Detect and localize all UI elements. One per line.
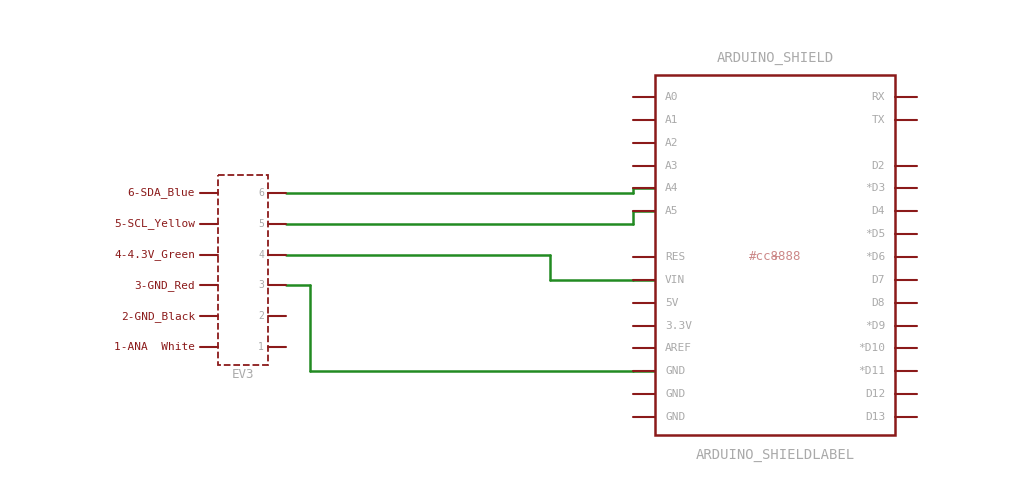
Text: 4: 4 <box>258 250 264 260</box>
Text: *D5: *D5 <box>864 229 885 239</box>
Text: 6: 6 <box>258 188 264 198</box>
Text: D8: D8 <box>871 298 885 308</box>
Text: 4-4.3V_Green: 4-4.3V_Green <box>114 249 195 260</box>
Text: 5: 5 <box>258 219 264 229</box>
Text: D13: D13 <box>864 412 885 422</box>
Text: D4: D4 <box>871 206 885 216</box>
Text: 1-ANA  White: 1-ANA White <box>114 342 195 352</box>
Text: A2: A2 <box>665 138 679 148</box>
Text: A0: A0 <box>665 92 679 102</box>
Text: 3: 3 <box>258 280 264 290</box>
Bar <box>655 75 895 435</box>
Text: #cc8888: #cc8888 <box>749 251 801 264</box>
Text: AREF: AREF <box>665 343 692 353</box>
Text: 2-GND_Black: 2-GND_Black <box>121 311 195 322</box>
Text: ARDUINO_SHIELDLABEL: ARDUINO_SHIELDLABEL <box>695 448 855 462</box>
Text: 2: 2 <box>258 311 264 321</box>
Text: ARDUINO_SHIELD: ARDUINO_SHIELD <box>717 51 834 65</box>
Text: EV3: EV3 <box>231 369 254 382</box>
Text: 3.3V: 3.3V <box>665 321 692 331</box>
Text: A3: A3 <box>665 161 679 170</box>
Text: GND: GND <box>665 389 685 399</box>
Text: 5V: 5V <box>665 298 679 308</box>
Text: TX: TX <box>871 115 885 125</box>
Text: *D11: *D11 <box>858 366 885 376</box>
Text: A4: A4 <box>665 183 679 193</box>
Text: *D9: *D9 <box>864 321 885 331</box>
Text: D7: D7 <box>871 275 885 285</box>
Text: *D6: *D6 <box>864 252 885 262</box>
Text: A5: A5 <box>665 206 679 216</box>
Bar <box>218 175 268 365</box>
Text: 1: 1 <box>258 342 264 352</box>
Text: *D10: *D10 <box>858 343 885 353</box>
Text: A1: A1 <box>665 115 679 125</box>
Text: RX: RX <box>871 92 885 102</box>
Text: 3-GND_Red: 3-GND_Red <box>134 280 195 291</box>
Text: 5-SCL_Yellow: 5-SCL_Yellow <box>114 218 195 229</box>
Text: *D3: *D3 <box>864 183 885 193</box>
Text: 6-SDA_Blue: 6-SDA_Blue <box>128 188 195 198</box>
Text: VIN: VIN <box>665 275 685 285</box>
Text: D2: D2 <box>871 161 885 170</box>
Text: RES: RES <box>665 252 685 262</box>
Text: GND: GND <box>665 412 685 422</box>
Text: GND: GND <box>665 366 685 376</box>
Text: D12: D12 <box>864 389 885 399</box>
Text: +: + <box>771 251 778 264</box>
